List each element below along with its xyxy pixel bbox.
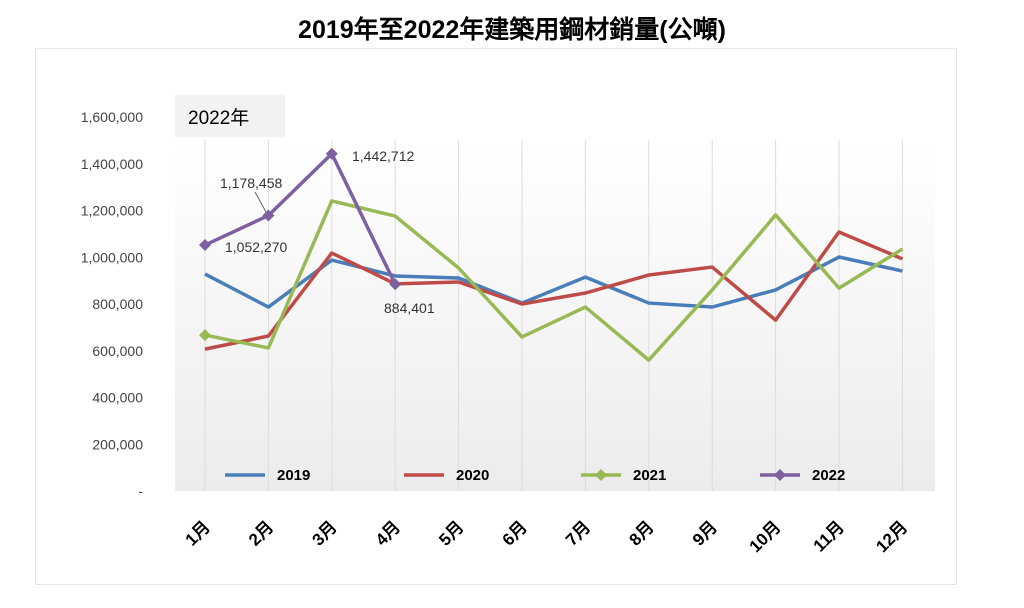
x-tick-label: 1月	[182, 517, 214, 549]
legend-label: 2019	[277, 467, 310, 484]
chart-frame	[35, 48, 957, 585]
y-tick-label: 1,000,000	[81, 249, 143, 265]
legend-marker	[774, 469, 786, 481]
y-tick-label: 800,000	[92, 296, 143, 312]
data-point-marker	[325, 147, 338, 160]
x-tick-label: 5月	[435, 517, 467, 549]
x-tick-label: 12月	[872, 517, 911, 556]
x-tick-label: 10月	[746, 517, 785, 556]
data-point-marker	[389, 278, 402, 291]
x-tick-label: 6月	[499, 517, 531, 549]
data-point-marker	[262, 209, 275, 222]
series-line-2022	[204, 152, 397, 286]
data-label: 1,178,458	[220, 175, 282, 191]
x-tick-label: 8月	[625, 517, 657, 549]
y-tick-label: 400,000	[92, 390, 143, 406]
inset-label-box	[175, 95, 285, 137]
y-tick-label: 1,400,000	[81, 156, 143, 172]
x-tick-label: 7月	[562, 517, 594, 549]
x-tick-label: 4月	[372, 517, 404, 549]
data-label: 1,052,270	[225, 239, 287, 255]
y-tick-label: 200,000	[92, 436, 143, 452]
x-tick-label: 3月	[308, 517, 340, 549]
legend-marker	[595, 469, 607, 481]
y-tick-label: 600,000	[92, 343, 143, 359]
y-tick-label: 1,600,000	[81, 109, 143, 125]
x-tick-label: 9月	[689, 517, 721, 549]
series-line-2020	[204, 230, 904, 351]
chart-title: 2019年至2022年建築用鋼材銷量(公噸)	[298, 16, 726, 44]
data-label: 1,442,712	[352, 148, 414, 164]
data-point-marker	[199, 239, 211, 252]
y-tick-label: -	[138, 483, 143, 499]
inset-label: 2022年	[188, 107, 249, 129]
legend-label: 2021	[633, 467, 666, 484]
data-point-marker	[199, 329, 211, 342]
data-label: 884,401	[384, 300, 435, 316]
leader-line	[254, 191, 267, 213]
legend-label: 2022	[812, 467, 845, 484]
plot-background	[175, 140, 935, 491]
x-tick-label: 11月	[810, 517, 848, 555]
y-tick-label: 1,200,000	[81, 203, 143, 219]
series-line-2021	[204, 199, 904, 362]
x-tick-label: 2月	[245, 517, 277, 549]
legend-label: 2020	[456, 467, 489, 484]
